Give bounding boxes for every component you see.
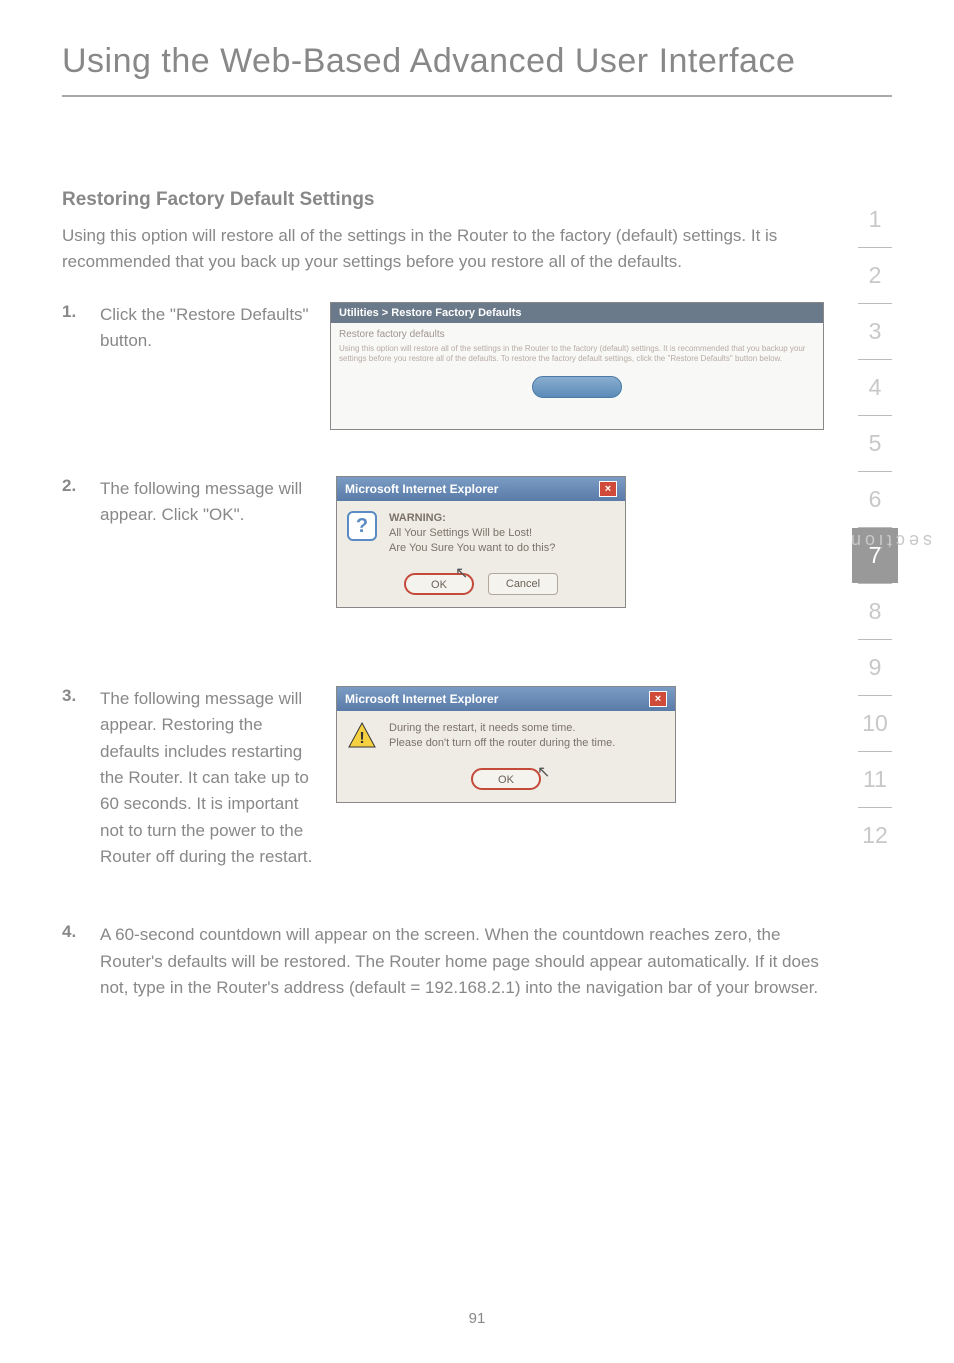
nav-5[interactable]: 5 [852,416,898,471]
close-icon[interactable]: × [599,481,617,497]
screenshot1-header: Utilities > Restore Factory Defaults [331,303,823,323]
nav-10[interactable]: 10 [852,696,898,751]
step-1-text: Click the "Restore Defaults" button. [100,302,330,355]
step-1-num: 1. [62,302,100,322]
nav-4[interactable]: 4 [852,360,898,415]
dialog2-line2: Please don't turn off the router during … [389,737,615,749]
step-3-row: 3. The following message will appear. Re… [62,686,824,870]
nav-12[interactable]: 12 [852,808,898,863]
cursor-icon: ↖ [455,563,468,583]
dialog2-line1: During the restart, it needs some time. [389,722,575,734]
section-heading: Restoring Factory Default Settings [62,189,954,211]
step-4-num: 4. [62,922,100,942]
question-icon: ? [347,511,377,541]
dialog1-line1: All Your Settings Will be Lost! [389,527,532,539]
svg-text:!: ! [359,730,364,747]
warning-icon: ! [347,721,377,749]
step-2-num: 2. [62,476,100,496]
dialog1-message: WARNING: All Your Settings Will be Lost!… [389,511,555,557]
cancel-button[interactable]: Cancel [488,573,558,595]
restore-defaults-screenshot: Utilities > Restore Factory Defaults Res… [330,302,824,430]
cursor-icon: ↖ [537,762,550,782]
step-1-row: 1. Click the "Restore Defaults" button. … [62,302,824,430]
nav-3[interactable]: 3 [852,304,898,359]
restore-defaults-button[interactable] [532,376,622,398]
dialog1-title: Microsoft Internet Explorer [345,482,498,496]
nav-1[interactable]: 1 [852,192,898,247]
nav-9[interactable]: 9 [852,640,898,695]
dialog1-warn: WARNING: [389,512,446,524]
dialog1-titlebar: Microsoft Internet Explorer × [337,477,625,501]
warning-dialog: Microsoft Internet Explorer × ? WARNING:… [336,476,626,608]
step-4-row: 4. A 60-second countdown will appear on … [62,922,824,1001]
page-title: Using the Web-Based Advanced User Interf… [0,0,954,95]
step-3-num: 3. [62,686,100,706]
screenshot1-sub: Restore factory defaults [331,323,823,342]
nav-6[interactable]: 6 [852,472,898,527]
ok-button[interactable]: OK [471,768,541,790]
nav-8[interactable]: 8 [852,584,898,639]
screenshot1-body: Using this option will restore all of th… [331,342,823,367]
side-nav: 1 2 3 4 5 6 7 8 9 10 11 12 [852,192,898,863]
page-number: 91 [469,1310,486,1327]
title-underline [62,95,892,97]
step-3-text: The following message will appear. Resto… [100,686,330,870]
dialog1-line2: Are You Sure You want to do this? [389,542,555,554]
nav-11[interactable]: 11 [852,752,898,807]
restart-dialog: Microsoft Internet Explorer × ! During t… [336,686,676,803]
close-icon[interactable]: × [649,691,667,707]
step-2-row: 2. The following message will appear. Cl… [62,476,824,608]
step-4-text: A 60-second countdown will appear on the… [100,922,824,1001]
section-label: section [847,530,932,551]
step-2-text: The following message will appear. Click… [100,476,330,529]
dialog2-title: Microsoft Internet Explorer [345,692,498,706]
nav-2[interactable]: 2 [852,248,898,303]
dialog2-titlebar: Microsoft Internet Explorer × [337,687,675,711]
intro-text: Using this option will restore all of th… [62,223,824,276]
dialog2-message: During the restart, it needs some time. … [389,721,615,752]
